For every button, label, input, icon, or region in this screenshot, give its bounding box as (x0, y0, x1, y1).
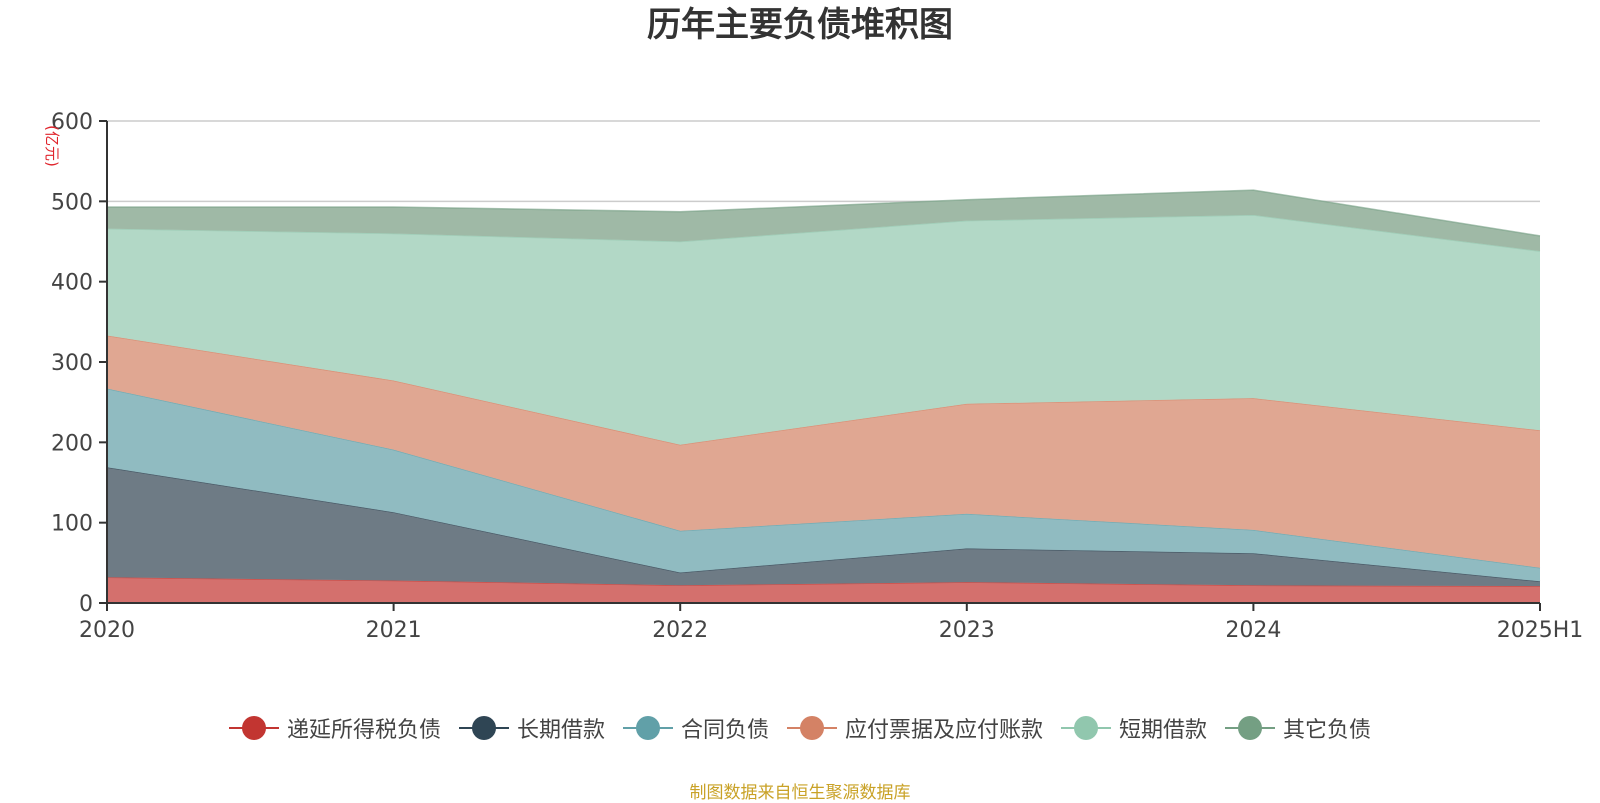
x-tick-label: 2025H1 (1497, 618, 1584, 643)
legend-marker-icon (787, 715, 837, 741)
legend-item-6[interactable]: 其它负债 (1225, 712, 1371, 744)
y-tick-label: 200 (51, 431, 93, 456)
legend-label: 短期借款 (1119, 718, 1208, 743)
legend-item-1[interactable]: 递延所得税负债 (228, 712, 441, 744)
area-series-2 (107, 467, 1540, 587)
chart-title: 历年主要负债堆积图 (647, 5, 953, 45)
legend-marker-icon (1061, 715, 1112, 741)
area-series-3 (107, 388, 1540, 582)
y-tick-label: 100 (51, 512, 93, 537)
x-tick-label: 2020 (79, 618, 135, 643)
y-axis-unit-label: (亿元) (43, 125, 61, 167)
y-tick-label: 500 (51, 190, 93, 215)
x-tick-label: 2023 (939, 618, 995, 643)
area-series-1-edge (106, 576, 1541, 587)
legend-marker-icon (622, 715, 673, 741)
legend-item-4[interactable]: 应付票据及应付账款 (787, 712, 1043, 744)
legend-item-2[interactable]: 长期借款 (458, 712, 605, 744)
legend-marker-icon (458, 715, 509, 741)
legend-item-3[interactable]: 合同负债 (622, 712, 769, 744)
y-tick-label: 0 (79, 592, 93, 617)
legend-label: 其它负债 (1283, 718, 1372, 743)
legend-marker-icon (1225, 715, 1276, 741)
x-tick-label: 2021 (366, 618, 422, 643)
legend-marker-icon (228, 715, 279, 741)
legend: 递延所得税负债 长期借款 合同负债 应付票据及应付账款 短期借款 其它负债 (0, 712, 1600, 744)
area-series-6-edge (107, 189, 1541, 237)
area-series-5 (107, 215, 1540, 445)
y-tick-label: 300 (51, 351, 93, 376)
x-tick-label: 2022 (652, 618, 708, 643)
legend-label: 应付票据及应付账款 (845, 718, 1044, 743)
x-tick-label: 2024 (1225, 618, 1281, 643)
axes: 0 100 200 300 400 500 600 2020 2021 2022 2023 2024 2… (51, 110, 1583, 643)
legend-label: 合同负债 (680, 718, 769, 743)
source-note: 制图数据来自恒生聚源数据库 (689, 783, 911, 803)
y-tick-label: 600 (51, 110, 93, 135)
y-tick-label: 400 (51, 271, 93, 296)
area-series (106, 189, 1541, 603)
area-series-6 (107, 190, 1540, 252)
legend-item-5[interactable]: 短期借款 (1061, 712, 1207, 744)
legend-label: 长期借款 (516, 718, 605, 743)
legend-label: 递延所得税负债 (286, 718, 441, 743)
area-series-1 (107, 577, 1540, 603)
area-series-4 (107, 335, 1540, 568)
